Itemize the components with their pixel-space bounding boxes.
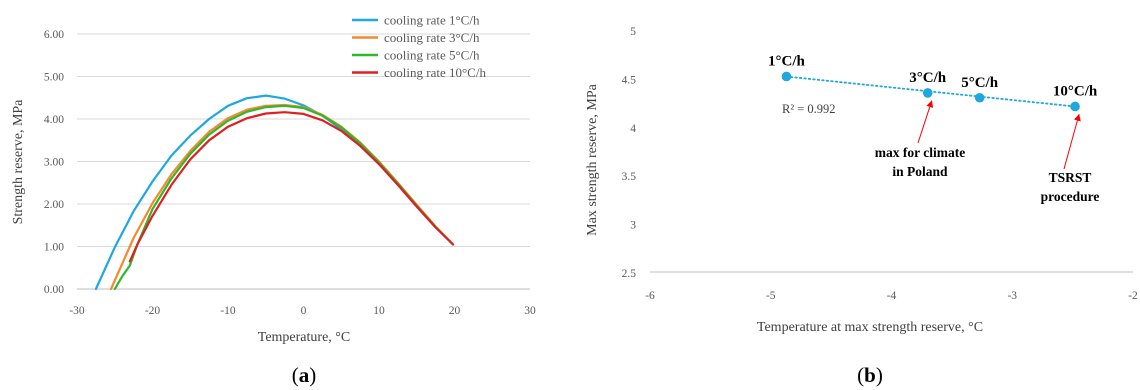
chart-b-x-tick-label: -5 <box>766 290 776 302</box>
chart-b-x-tick-label: -4 <box>887 290 897 302</box>
panel-label-b: (b) <box>857 363 883 387</box>
chart-b-point <box>1070 101 1080 112</box>
chart-a-y-tick-label: 1.00 <box>44 242 64 254</box>
chart-a-series-line <box>94 94 455 291</box>
chart-a-legend-label: cooling rate 1°C/h <box>384 13 480 28</box>
chart-b: 2.533.544.55 -6 -5 -4 -3 -2 1°C/h3°C/h 5°C/h1… <box>585 26 1138 335</box>
chart-b-y-axis-title: Max strength reserve, MPa <box>585 83 600 235</box>
chart-a-x-tick-label: -20 <box>145 305 161 317</box>
chart-b-point-label: 1°C/h <box>768 53 805 69</box>
chart-b-x-axis-title: Temperature at max strength reserve, °C <box>757 320 983 335</box>
chart-b-point-labels: 1°C/h 3°C/h 5°C/h 10°C/h <box>768 53 1098 99</box>
chart-a-series-line <box>128 111 455 263</box>
chart-a-y-axis-title: Strength reserve, MPa <box>11 99 26 225</box>
chart-b-y-tick-label: 3 <box>630 220 636 232</box>
chart-a-series-line <box>113 104 455 291</box>
chart-b-point-label: 10°C/h <box>1053 83 1098 99</box>
chart-a-legend-label: cooling rate 3°C/h <box>384 30 480 45</box>
chart-b-x-tick-labels: -6 -5 -4 -3 -2 <box>645 290 1138 302</box>
chart-a-series-lines <box>94 94 455 291</box>
panel-label-a: (a) <box>292 363 317 387</box>
chart-a-legend-label: cooling rate 10°C/h <box>384 65 486 80</box>
chart-b-x-tick-label: -6 <box>645 290 655 302</box>
chart-b-annotation-arrow <box>1063 113 1081 170</box>
chart-a-x-tick-label: -30 <box>69 305 85 317</box>
chart-a-legend-label: cooling rate 5°C/h <box>384 48 480 63</box>
chart-a-x-tick-labels: -30 -20 -10 0 10 20 30 <box>69 305 536 317</box>
chart-a-legend: cooling rate 1°C/h cooling rate 3°C/h cool… <box>352 13 486 80</box>
chart-b-y-tick-label: 5 <box>630 26 636 38</box>
chart-b-y-tick-labels: 2.5 3 3.5 4 4.5 5 <box>622 26 637 280</box>
chart-b-r-squared: R² = 0.992 <box>782 102 836 116</box>
chart-a-x-axis-title: Temperature, °C <box>258 330 350 345</box>
chart-b-point-label: 5°C/h <box>961 75 998 91</box>
chart-a-x-tick-label: 10 <box>373 305 385 317</box>
chart-a-x-tick-label: 30 <box>524 305 536 317</box>
chart-a-y-tick-label: 3.00 <box>44 157 64 169</box>
chart-b-y-tick-label: 4 <box>630 123 636 135</box>
chart-b-y-tick-label: 4.5 <box>622 74 637 86</box>
chart-a-x-tick-label: -10 <box>220 305 236 317</box>
chart-b-point <box>781 71 792 82</box>
chart-b-x-tick-label: -3 <box>1007 290 1017 302</box>
chart-a-y-tick-label: 2.00 <box>44 199 64 211</box>
chart-b-point <box>922 88 933 98</box>
chart-a-y-tick-label: 5.00 <box>44 72 64 84</box>
chart-a-series-line <box>109 103 455 291</box>
chart-b-annotation-text: TSRST <box>1049 170 1092 185</box>
chart-b-x-tick-label: -2 <box>1128 290 1138 302</box>
chart-b-point-label: 3°C/h <box>909 70 946 86</box>
chart-a-x-tick-label: 0 <box>301 305 307 317</box>
chart-b-annotation-arrow <box>917 100 934 144</box>
chart-a-x-tick-label: 20 <box>449 305 461 317</box>
chart-b-annotation-text: in Poland <box>892 164 948 179</box>
chart-a-y-tick-label: 6.00 <box>44 29 64 41</box>
chart-b-y-tick-label: 2.5 <box>622 268 637 280</box>
chart-a-y-tick-label: 0.00 <box>44 284 64 296</box>
chart-a: 0.00 1.00 2.00 3.00 4.00 5.00 6.00 -30 -20 -10 0 1… <box>11 13 536 346</box>
chart-a-y-tick-labels: 0.00 1.00 2.00 3.00 4.00 5.00 6.00 <box>44 29 64 296</box>
chart-b-points <box>781 71 1080 112</box>
chart-b-annotations: max for climate in Poland TSRST procedure <box>875 100 1100 204</box>
chart-b-point <box>974 92 985 103</box>
chart-b-y-tick-label: 3.5 <box>622 171 637 183</box>
chart-b-annotation-text: procedure <box>1041 189 1100 204</box>
chart-a-y-tick-label: 4.00 <box>44 114 64 126</box>
chart-b-annotation-text: max for climate <box>875 145 965 160</box>
